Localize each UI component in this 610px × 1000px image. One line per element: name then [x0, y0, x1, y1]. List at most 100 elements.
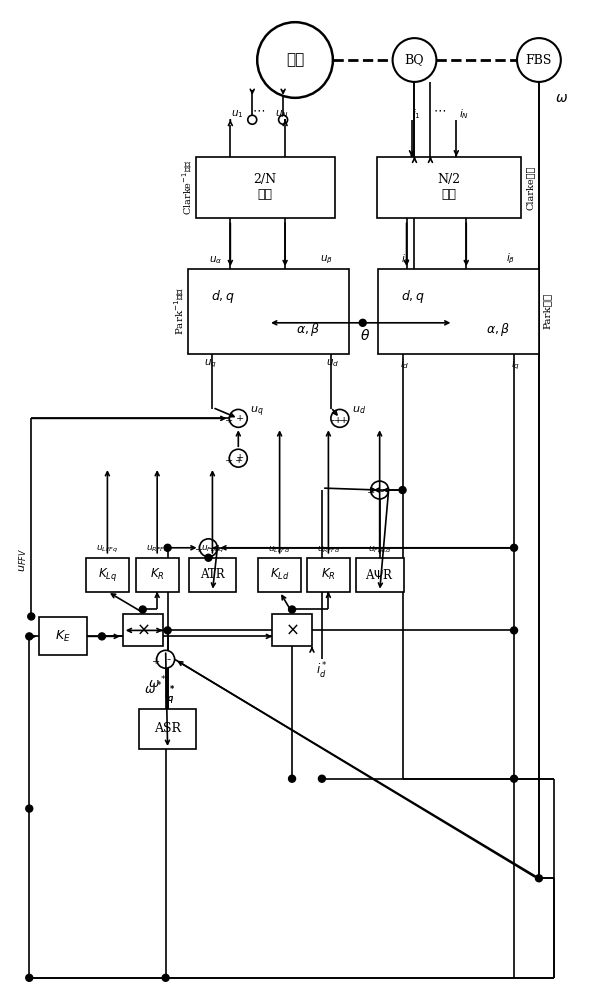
Circle shape: [139, 606, 146, 613]
Bar: [356, 558, 404, 592]
Text: $u_{LFFd}$: $u_{LFFd}$: [268, 544, 291, 555]
Text: $i_1$: $i_1$: [412, 107, 421, 121]
Text: $i_d^*$: $i_d^*$: [316, 661, 328, 681]
Text: $K_R$: $K_R$: [150, 567, 165, 582]
Text: +: +: [236, 453, 245, 462]
Text: $u_q$: $u_q$: [250, 404, 264, 419]
Text: +: +: [225, 456, 234, 465]
Text: $u_{\beta}$: $u_{\beta}$: [320, 254, 334, 266]
Text: $\times$: $\times$: [136, 622, 149, 639]
Text: -: -: [331, 414, 335, 427]
Circle shape: [162, 974, 169, 981]
Text: $K_E$: $K_E$: [56, 629, 71, 644]
Bar: [39, 617, 87, 655]
Text: A$\Psi$R: A$\Psi$R: [365, 568, 394, 582]
Circle shape: [511, 775, 517, 782]
Bar: [136, 558, 179, 592]
Text: $i_{\beta}$: $i_{\beta}$: [506, 252, 515, 266]
Text: FBS: FBS: [526, 54, 552, 67]
Bar: [258, 558, 301, 592]
Bar: [138, 709, 196, 749]
Text: $K_{Ld}$: $K_{Ld}$: [270, 567, 289, 582]
Text: +: +: [367, 488, 375, 497]
Text: ASR: ASR: [154, 722, 181, 735]
Circle shape: [393, 38, 436, 82]
Text: $d, q$: $d, q$: [211, 288, 235, 305]
Text: $u_{RFFq}$: $u_{RFFq}$: [146, 544, 169, 555]
Text: $\alpha, \beta$: $\alpha, \beta$: [296, 321, 321, 338]
Text: $i_q$: $i_q$: [511, 358, 521, 372]
Text: $\omega^*$: $\omega^*$: [144, 681, 163, 697]
Text: $i_N$: $i_N$: [459, 107, 469, 121]
Text: $u_d$: $u_d$: [326, 358, 340, 369]
Bar: [187, 269, 349, 354]
Circle shape: [98, 633, 106, 640]
Text: ATR: ATR: [200, 568, 224, 581]
Circle shape: [229, 409, 247, 427]
Circle shape: [289, 606, 295, 613]
Text: -: -: [379, 485, 384, 498]
Text: $\omega^*$: $\omega^*$: [148, 675, 167, 691]
Circle shape: [164, 544, 171, 551]
Text: $u_{FFV}$: $u_{FFV}$: [18, 548, 29, 572]
Circle shape: [229, 449, 247, 467]
Text: $u_{FBKd}$: $u_{FBKd}$: [368, 544, 392, 555]
Text: BQ: BQ: [404, 54, 425, 67]
Text: +: +: [152, 657, 160, 666]
Text: $i_q^*$: $i_q^*$: [163, 684, 176, 706]
Circle shape: [536, 875, 542, 882]
Text: $\omega$: $\omega$: [555, 91, 568, 105]
Circle shape: [157, 650, 174, 668]
Circle shape: [164, 627, 171, 634]
Text: $i_q^*$: $i_q^*$: [163, 684, 176, 706]
Circle shape: [511, 544, 517, 551]
Circle shape: [279, 115, 287, 124]
Text: 电机: 电机: [286, 53, 304, 67]
Circle shape: [248, 115, 257, 124]
Circle shape: [205, 554, 212, 561]
Circle shape: [199, 539, 217, 557]
Circle shape: [26, 805, 33, 812]
Text: $d, q$: $d, q$: [401, 288, 425, 305]
Text: Clarke变换: Clarke变换: [525, 165, 534, 210]
Circle shape: [26, 633, 33, 640]
Bar: [195, 157, 335, 218]
Text: +: +: [225, 416, 234, 425]
Text: $u_d$: $u_d$: [352, 404, 366, 416]
Text: $u_1$: $u_1$: [231, 108, 243, 120]
Text: -: -: [167, 653, 171, 666]
Circle shape: [399, 487, 406, 494]
Text: $\cdots$: $\cdots$: [433, 103, 446, 116]
Circle shape: [511, 627, 517, 634]
Text: +: +: [340, 416, 348, 425]
Circle shape: [517, 38, 561, 82]
Text: $u_q$: $u_q$: [204, 358, 217, 370]
Text: $\cdots$: $\cdots$: [252, 103, 265, 116]
Text: $\theta$: $\theta$: [360, 328, 370, 343]
Text: $\times$: $\times$: [285, 622, 299, 639]
Bar: [123, 614, 163, 646]
Text: $\alpha, \beta$: $\alpha, \beta$: [487, 321, 511, 338]
Bar: [307, 558, 350, 592]
Text: +: +: [235, 456, 243, 465]
Bar: [86, 558, 129, 592]
Circle shape: [371, 481, 389, 499]
Bar: [378, 269, 539, 354]
Bar: [272, 614, 312, 646]
Text: $i_{\alpha}$: $i_{\alpha}$: [401, 252, 411, 266]
Circle shape: [28, 613, 35, 620]
Text: Clarke$^{-1}$变换: Clarke$^{-1}$变换: [181, 160, 195, 215]
Text: +: +: [195, 545, 204, 554]
Text: Park$^{-1}$变换: Park$^{-1}$变换: [173, 287, 187, 335]
Text: $u_N$: $u_N$: [275, 108, 289, 120]
Circle shape: [318, 775, 325, 782]
Circle shape: [331, 409, 349, 427]
Text: $u_{FBKq}$: $u_{FBKq}$: [201, 544, 224, 555]
Text: -: -: [209, 542, 212, 555]
Text: Park变换: Park变换: [542, 293, 551, 329]
Circle shape: [289, 775, 295, 782]
Text: $i_d$: $i_d$: [400, 358, 409, 371]
Text: N/2
变换: N/2 变换: [437, 173, 461, 201]
Circle shape: [359, 319, 366, 326]
Bar: [188, 558, 236, 592]
